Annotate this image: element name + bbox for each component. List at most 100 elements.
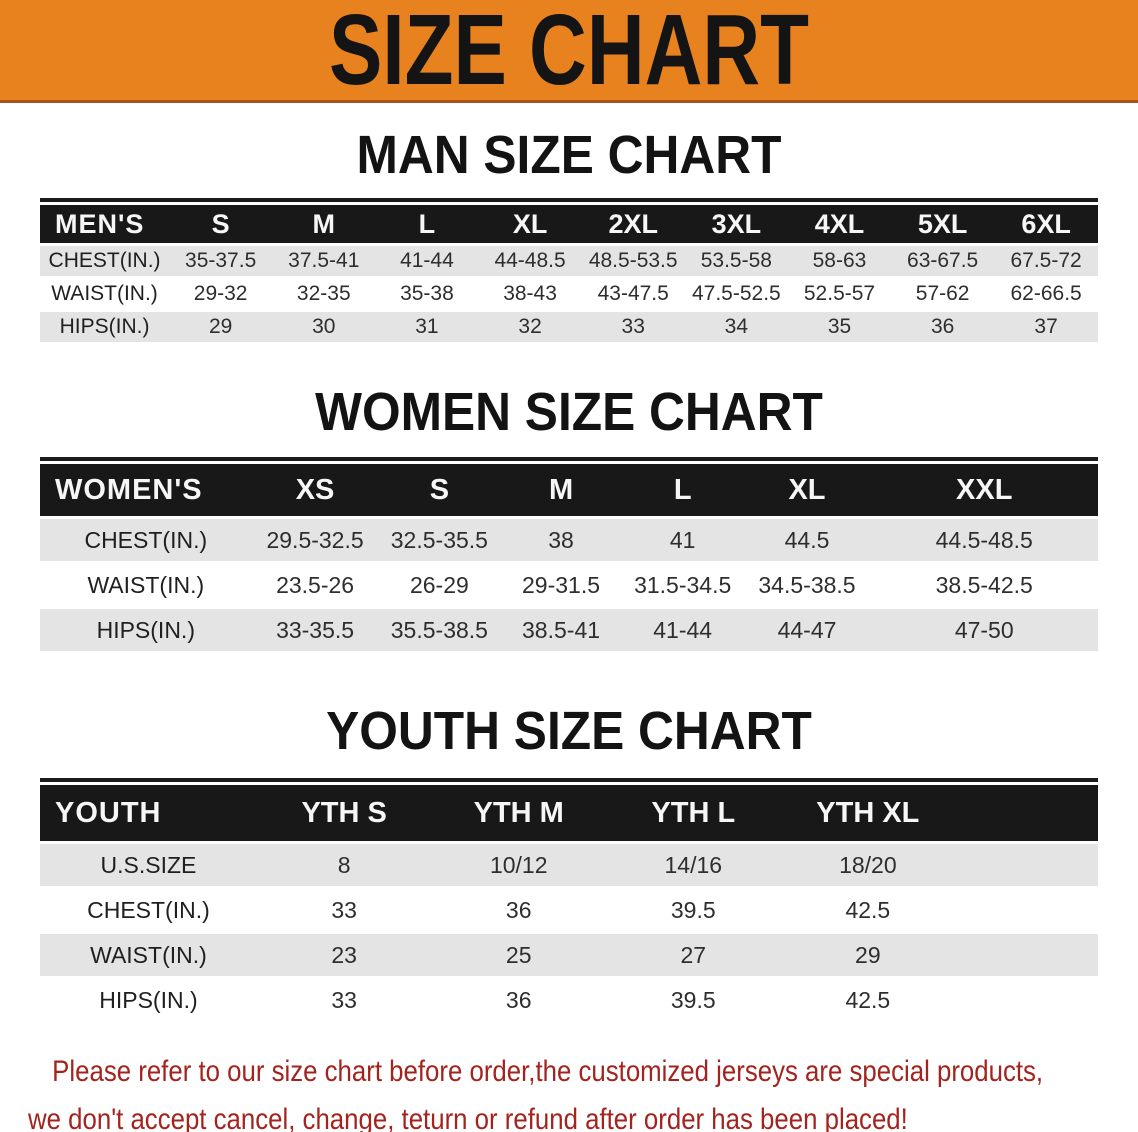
size-value: 41-44 bbox=[375, 246, 479, 276]
size-value: 42.5 bbox=[780, 889, 956, 931]
youth-size-table-wrap: YOUTH YTH S YTH M YTH L YTH XL U.S.SIZE … bbox=[40, 778, 1098, 1024]
youth-table-body: U.S.SIZE 8 10/12 14/16 18/20 CHEST(IN.) … bbox=[40, 844, 1098, 1021]
size-value: 18/20 bbox=[780, 844, 956, 886]
women-size-table: WOMEN'S XS S M L XL XXL CHEST(IN.) 29.5-… bbox=[40, 461, 1098, 654]
men-chest-row: CHEST(IN.) 35-37.5 37.5-41 41-44 44-48.5… bbox=[40, 246, 1098, 276]
size-value: 35.5-38.5 bbox=[378, 609, 501, 651]
size-value: 23 bbox=[256, 934, 432, 976]
women-size-header: XS bbox=[251, 464, 379, 516]
men-header-row: MEN'S S M L XL 2XL 3XL 4XL 5XL 6XL bbox=[40, 205, 1098, 243]
men-table-body: CHEST(IN.) 35-37.5 37.5-41 41-44 44-48.5… bbox=[40, 246, 1098, 342]
size-value: 35-37.5 bbox=[169, 246, 273, 276]
row-label: U.S.SIZE bbox=[40, 844, 257, 886]
women-table-header: WOMEN'S XS S M L XL XXL bbox=[40, 464, 1098, 516]
men-section-heading: MAN SIZE CHART bbox=[356, 125, 782, 185]
size-value: 39.5 bbox=[606, 979, 781, 1021]
women-size-table-wrap: WOMEN'S XS S M L XL XXL CHEST(IN.) 29.5-… bbox=[40, 457, 1098, 654]
disclaimer-line-2: we don't accept cancel, change, teturn o… bbox=[28, 1103, 908, 1132]
women-table-body: CHEST(IN.) 29.5-32.5 32.5-35.5 38 41 44.… bbox=[40, 519, 1098, 651]
size-value: 62-66.5 bbox=[994, 279, 1098, 309]
size-value: 30 bbox=[272, 312, 376, 342]
youth-size-header: YTH XL bbox=[780, 785, 956, 841]
size-value: 39.5 bbox=[606, 889, 781, 931]
size-value: 57-62 bbox=[891, 279, 995, 309]
spacer-cell bbox=[955, 785, 1098, 841]
women-hips-row: HIPS(IN.) 33-35.5 35.5-38.5 38.5-41 41-4… bbox=[40, 609, 1098, 651]
row-label: WAIST(IN.) bbox=[40, 934, 257, 976]
size-value: 44.5-48.5 bbox=[870, 519, 1098, 561]
spacer-cell bbox=[955, 934, 1098, 976]
size-value: 42.5 bbox=[780, 979, 956, 1021]
size-value: 14/16 bbox=[606, 844, 781, 886]
size-value: 38 bbox=[500, 519, 622, 561]
youth-size-header: YTH M bbox=[431, 785, 606, 841]
row-label: HIPS(IN.) bbox=[40, 609, 252, 651]
youth-corner-label: YOUTH bbox=[40, 785, 257, 841]
men-size-header: 3XL bbox=[684, 205, 788, 243]
women-size-header: M bbox=[500, 464, 622, 516]
size-value: 32 bbox=[478, 312, 582, 342]
men-hips-row: HIPS(IN.) 29 30 31 32 33 34 35 36 37 bbox=[40, 312, 1098, 342]
men-size-header: 6XL bbox=[994, 205, 1098, 243]
size-value: 36 bbox=[891, 312, 995, 342]
men-size-header: L bbox=[375, 205, 479, 243]
size-value: 26-29 bbox=[378, 564, 501, 606]
women-section-heading: WOMEN SIZE CHART bbox=[315, 382, 823, 442]
row-label: HIPS(IN.) bbox=[40, 312, 170, 342]
men-size-header: M bbox=[272, 205, 376, 243]
women-waist-row: WAIST(IN.) 23.5-26 26-29 29-31.5 31.5-34… bbox=[40, 564, 1098, 606]
size-value: 33-35.5 bbox=[251, 609, 379, 651]
size-value: 41-44 bbox=[621, 609, 744, 651]
spacer-cell bbox=[955, 844, 1098, 886]
size-value: 63-67.5 bbox=[891, 246, 995, 276]
size-value: 47.5-52.5 bbox=[684, 279, 788, 309]
row-label: CHEST(IN.) bbox=[40, 519, 252, 561]
size-value: 58-63 bbox=[787, 246, 892, 276]
men-size-header: S bbox=[169, 205, 273, 243]
youth-table-header: YOUTH YTH S YTH M YTH L YTH XL bbox=[40, 785, 1098, 841]
size-value: 52.5-57 bbox=[787, 279, 892, 309]
size-value: 31.5-34.5 bbox=[621, 564, 744, 606]
size-value: 33 bbox=[256, 889, 432, 931]
men-waist-row: WAIST(IN.) 29-32 32-35 35-38 38-43 43-47… bbox=[40, 279, 1098, 309]
row-label: CHEST(IN.) bbox=[40, 889, 257, 931]
page-title-text: SIZE CHART bbox=[329, 0, 809, 106]
size-value: 41 bbox=[621, 519, 744, 561]
disclaimer: Please refer to our size chart before or… bbox=[0, 1048, 1138, 1132]
size-value: 10/12 bbox=[431, 844, 606, 886]
youth-size-table: YOUTH YTH S YTH M YTH L YTH XL U.S.SIZE … bbox=[40, 782, 1098, 1024]
men-size-header: XL bbox=[478, 205, 582, 243]
row-label: WAIST(IN.) bbox=[40, 564, 252, 606]
size-value: 27 bbox=[606, 934, 781, 976]
size-value: 44-47 bbox=[743, 609, 871, 651]
size-value: 48.5-53.5 bbox=[581, 246, 685, 276]
size-value: 37.5-41 bbox=[272, 246, 376, 276]
size-value: 47-50 bbox=[870, 609, 1098, 651]
disclaimer-line-1: Please refer to our size chart before or… bbox=[52, 1055, 1044, 1088]
size-value: 25 bbox=[431, 934, 606, 976]
men-size-header: 5XL bbox=[891, 205, 995, 243]
youth-hips-row: HIPS(IN.) 33 36 39.5 42.5 bbox=[40, 979, 1098, 1021]
size-value: 23.5-26 bbox=[251, 564, 379, 606]
row-label: WAIST(IN.) bbox=[40, 279, 170, 309]
size-value: 33 bbox=[581, 312, 685, 342]
size-value: 44-48.5 bbox=[478, 246, 582, 276]
women-size-header: S bbox=[378, 464, 501, 516]
size-value: 29.5-32.5 bbox=[251, 519, 379, 561]
size-value: 29-32 bbox=[169, 279, 273, 309]
size-value: 29-31.5 bbox=[500, 564, 622, 606]
size-value: 36 bbox=[431, 979, 606, 1021]
women-chest-row: CHEST(IN.) 29.5-32.5 32.5-35.5 38 41 44.… bbox=[40, 519, 1098, 561]
spacer-cell bbox=[955, 889, 1098, 931]
banner: SIZE CHART bbox=[0, 0, 1138, 103]
size-value: 36 bbox=[431, 889, 606, 931]
size-value: 8 bbox=[256, 844, 432, 886]
men-table-header: MEN'S S M L XL 2XL 3XL 4XL 5XL 6XL bbox=[40, 205, 1098, 243]
men-corner-label: MEN'S bbox=[40, 205, 170, 243]
spacer-cell bbox=[955, 979, 1098, 1021]
size-value: 34 bbox=[684, 312, 788, 342]
size-value: 53.5-58 bbox=[684, 246, 788, 276]
women-size-header: XL bbox=[743, 464, 871, 516]
size-value: 29 bbox=[780, 934, 956, 976]
